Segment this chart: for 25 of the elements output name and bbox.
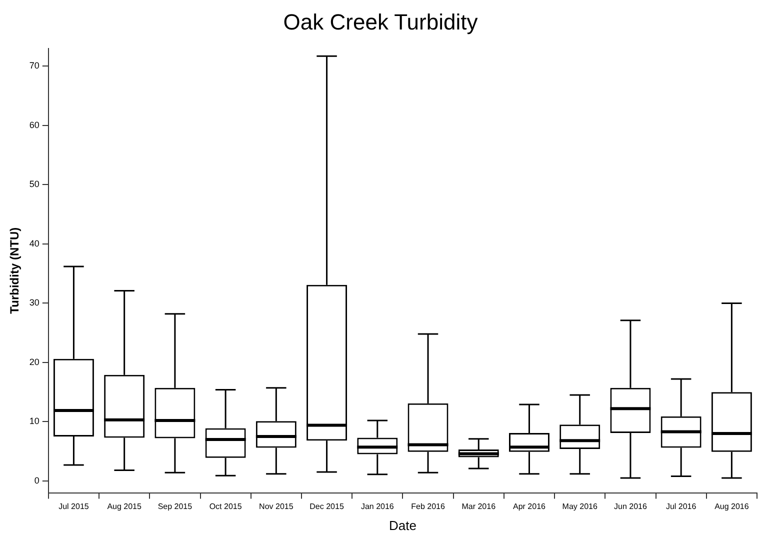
x-tick-label: Jun 2016 [614,502,648,511]
x-tick-label: Aug 2016 [714,502,750,511]
y-axis-title: Turbidity (NTU) [8,227,22,314]
x-tick-label: Jul 2015 [58,502,90,511]
chart-title: Oak Creek Turbidity [283,9,478,34]
y-tick-label: 60 [29,120,40,130]
x-tick-label: Oct 2015 [209,502,242,511]
x-tick-label: Mar 2016 [462,502,496,511]
x-tick-label: Dec 2015 [310,502,344,511]
x-tick-label: Feb 2016 [411,502,446,511]
x-axis-title: Date [388,518,416,533]
x-tick-label: May 2016 [562,502,598,511]
y-tick-label: 20 [29,356,40,367]
y-tick-label: 50 [29,179,40,190]
x-tick-label: Sep 2015 [158,502,193,511]
x-tick-label: Jul 2016 [666,502,697,511]
x-tick-label: Apr 2016 [513,502,546,511]
y-tick-label: 40 [29,238,40,248]
y-tick-label: 10 [29,416,40,426]
y-tick-label: 0 [34,475,40,486]
x-tick-label: Nov 2015 [259,502,294,511]
x-tick-label: Jan 2016 [360,502,394,511]
y-tick-label: 70 [29,60,40,71]
y-tick-label: 30 [29,298,40,308]
x-tick-label: Aug 2015 [107,502,142,511]
